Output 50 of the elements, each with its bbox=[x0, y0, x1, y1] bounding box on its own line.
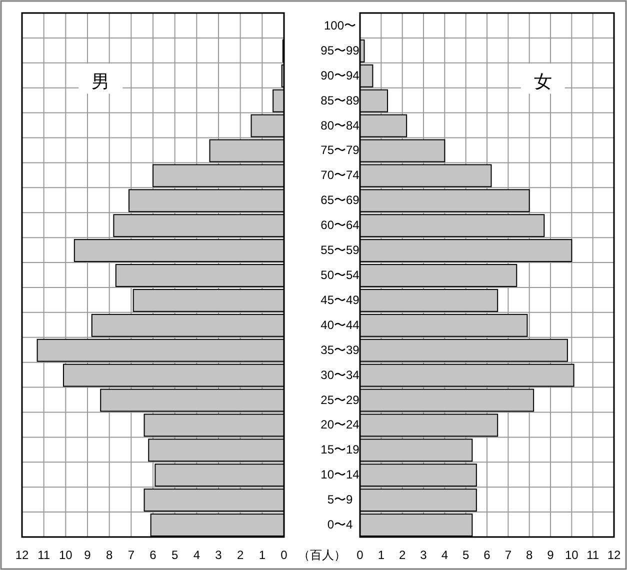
y-tick-label: 20〜24 bbox=[320, 418, 360, 432]
y-tick-label: 85〜89 bbox=[320, 93, 360, 108]
x-tick-label: 7 bbox=[128, 548, 135, 562]
x-tick-label: 8 bbox=[526, 548, 533, 562]
y-tick-label: 15〜19 bbox=[320, 442, 360, 457]
y-tick-label: 55〜59 bbox=[320, 243, 360, 258]
x-tick-label: 5 bbox=[171, 548, 178, 562]
x-tick-label: 0 bbox=[356, 548, 364, 562]
y-tick-label: 35〜39 bbox=[320, 342, 360, 357]
y-tick-label: 70〜74 bbox=[320, 168, 360, 182]
x-tick-label: 9 bbox=[547, 548, 554, 562]
y-tick-label: 25〜29 bbox=[320, 392, 360, 407]
y-tick-label: 100〜 bbox=[324, 18, 356, 32]
x-tick-label: 0 bbox=[280, 548, 288, 562]
y-tick-label: 0〜4 bbox=[327, 518, 353, 532]
x-tick-label: 11 bbox=[586, 548, 600, 562]
y-tick-label: 80〜84 bbox=[320, 118, 360, 132]
y-tick-label: 65〜69 bbox=[320, 193, 360, 208]
y-tick-label: 75〜79 bbox=[320, 143, 360, 158]
x-tick-label: 9 bbox=[84, 548, 92, 562]
y-tick-label: 45〜49 bbox=[320, 292, 360, 307]
x-tick-label: 11 bbox=[38, 548, 50, 562]
x-tick-label: 10 bbox=[564, 548, 579, 562]
y-tick-label: 30〜34 bbox=[320, 368, 360, 382]
x-tick-label: 3 bbox=[215, 548, 222, 562]
y-tick-label: 60〜64 bbox=[320, 218, 360, 232]
y-tick-label: 40〜44 bbox=[320, 318, 360, 332]
x-tick-label: 8 bbox=[106, 548, 113, 562]
y-tick-label: 10〜14 bbox=[320, 468, 360, 482]
x-axis-title: （百人） bbox=[298, 548, 346, 562]
y-tick-label: 50〜54 bbox=[320, 268, 360, 282]
x-tick-label: 5 bbox=[462, 548, 470, 562]
x-tick-label: 6 bbox=[484, 548, 491, 562]
x-tick-label: 2 bbox=[236, 548, 244, 562]
text: 女 bbox=[534, 72, 552, 92]
x-tick-label: 2 bbox=[398, 548, 406, 562]
x-tick-label: 7 bbox=[504, 548, 512, 562]
y-tick-label: 5〜9 bbox=[327, 492, 353, 507]
y-tick-label: 90〜94 bbox=[320, 68, 360, 82]
x-tick-label: 10 bbox=[58, 548, 73, 562]
x-tick-label: 4 bbox=[441, 548, 448, 562]
y-tick-label: 95〜99 bbox=[320, 43, 360, 58]
x-tick-label: 4 bbox=[193, 548, 200, 562]
x-tick-label: 3 bbox=[420, 548, 428, 562]
x-tick-label: 12 bbox=[15, 548, 29, 562]
x-tick-label: 1 bbox=[258, 548, 266, 562]
x-tick-label: 6 bbox=[150, 548, 157, 562]
x-tick-label: 12 bbox=[607, 548, 621, 562]
x-tick-label: 1 bbox=[378, 548, 385, 562]
text: 男 bbox=[92, 72, 110, 92]
